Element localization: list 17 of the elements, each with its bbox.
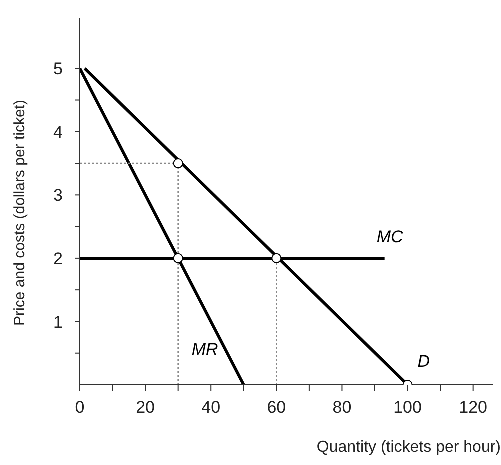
x-tick-label: 80 — [332, 398, 352, 418]
y-tick-label: 5 — [54, 60, 63, 79]
series-label: MR — [192, 340, 218, 359]
x-tick-label: 40 — [202, 398, 221, 418]
x-tick-label: 100 — [394, 398, 422, 418]
series-label: MC — [376, 227, 404, 246]
y-tick-label: 1 — [54, 312, 63, 332]
x-tick-label: 20 — [136, 398, 156, 418]
y-tick-label: 3 — [54, 186, 63, 206]
series-label: D — [418, 352, 430, 371]
x-tick-label: 120 — [459, 398, 488, 418]
y-tick-label: 2 — [54, 249, 63, 268]
x-tick-label: 60 — [267, 398, 286, 418]
x-tick-label: 0 — [75, 398, 85, 418]
x-axis-title: Quantity (tickets per hour) — [316, 439, 501, 457]
y-tick-label: 4 — [54, 122, 63, 142]
y-axis-title: Price and costs (dollars per ticket) — [12, 100, 28, 326]
